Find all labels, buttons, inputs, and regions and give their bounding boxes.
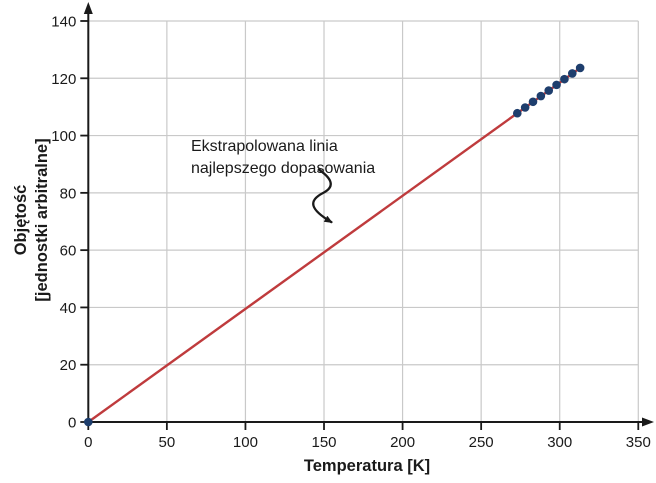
x-tick-label: 0: [84, 434, 92, 451]
gridlines: [88, 20, 639, 422]
tick-labels: 0 50 100 150 200 250 300 350 0 20 40 60 80 100 120 140: [51, 13, 651, 451]
x-axis-label: Temperatura [K]: [304, 457, 430, 475]
x-tick-label: 300: [547, 434, 572, 451]
data-point: [575, 63, 585, 73]
x-tick-label: 250: [469, 434, 494, 451]
y-tick-label: 140: [51, 13, 76, 30]
data-point: [567, 69, 577, 78]
annotation-arrow: [312, 168, 333, 224]
best-fit-line: [87, 66, 581, 423]
y-tick-label: 40: [60, 300, 77, 317]
data-point: [552, 80, 561, 90]
data-point: [544, 86, 554, 95]
y-tick-label: 60: [60, 243, 77, 260]
x-tick-label: 350: [626, 434, 651, 451]
y-tick-label: 0: [68, 415, 76, 432]
annotation-line2: najlepszego dopasowania: [191, 160, 375, 177]
y-axis-label-line2: [jednostki arbitralne]: [33, 138, 51, 301]
data-point: [536, 91, 546, 101]
y-tick-label: 120: [51, 71, 76, 88]
y-tick-label: 20: [60, 357, 77, 374]
y-tick-label: 80: [60, 185, 77, 202]
y-axis-label-line1: Objętość: [12, 185, 30, 256]
y-axis-arrowhead: [83, 2, 93, 14]
data-series: [84, 63, 585, 427]
y-tick-label: 100: [51, 128, 76, 145]
x-tick-label: 200: [390, 434, 415, 451]
annotation-line1: Ekstrapolowana linia: [191, 138, 338, 155]
data-point: [560, 74, 569, 84]
x-tick-label: 50: [159, 434, 176, 451]
x-tick-label: 150: [311, 434, 336, 451]
data-point: [512, 108, 522, 118]
data-point: [528, 97, 538, 107]
data-point: [520, 103, 530, 112]
x-tick-label: 100: [233, 434, 258, 451]
axes: [80, 2, 654, 430]
data-point: [84, 417, 93, 427]
x-axis-arrowhead: [642, 417, 654, 427]
